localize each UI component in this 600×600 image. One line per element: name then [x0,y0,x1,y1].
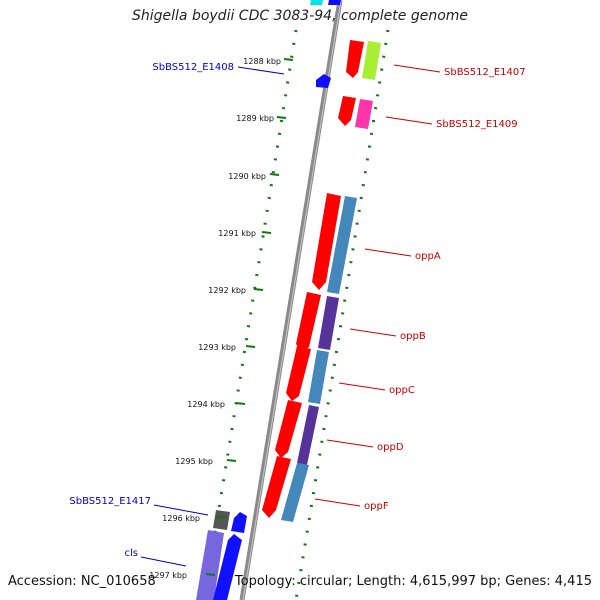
gene-purple [318,296,339,350]
gene-steelblue [308,350,329,404]
gene-lavender [196,530,224,600]
gene-label: oppA [415,251,441,262]
gene-steelblue [281,463,309,522]
gene-label: oppD [377,442,404,453]
gene-purple [297,405,319,465]
gene-label: oppF [364,501,389,512]
forward-genes [262,40,364,518]
gene-arrow-blue [231,512,247,533]
axis-tick-label: 1294 kbp [187,400,225,409]
axis-tick-mark [205,573,216,576]
map-title: Shigella boydii CDC 3083-94, complete ge… [131,8,469,24]
axis-tick-mark [269,173,280,176]
axis-tick-label: 1297 kbp [149,571,187,580]
gene-label: SbBS512_E1407 [444,67,526,78]
axis-tick-mark [235,402,246,405]
axis-tick-label: 1296 kbp [162,514,200,523]
gene-label: cls [125,548,139,559]
gene-partial-cyan [310,0,323,5]
axis-tick-label: 1295 kbp [175,457,213,466]
axis-tick-label: 1291 kbp [218,229,256,238]
gene-steelblue [327,196,357,294]
gene-label-connector [140,556,187,567]
gene-label-connector [338,382,386,391]
axis-tick-label: 1293 kbp [198,343,236,352]
gene-label: SbBS512_E1417 [69,496,151,507]
gene-label-connector [237,66,285,75]
gene-gray [213,510,230,530]
axis-tick-label: 1288 kbp [243,57,281,66]
axis-tick-label: 1290 kbp [228,172,266,181]
gene-arrow [262,456,291,518]
axis-tick-label: 1289 kbp [236,114,274,123]
gene-arrow [275,400,302,458]
gene-lime [362,41,381,80]
gene-label-connector [385,116,433,125]
gene-arrow [312,193,341,290]
axis-ticks: 1288 kbp 1289 kbp 1290 kbp 1291 kbp 1292 kbp… [149,57,294,580]
gene-arrow [346,40,364,78]
gene-label-connector [326,439,374,448]
gene-label-connector [153,504,209,516]
gene-labels: SbBS512_E1407 SbBS512_E1409 oppA oppB oppC op… [69,62,526,567]
gene-label-connector [349,328,397,337]
gene-arrow-blue [213,534,242,600]
accession-text: Accession: NC_010658 [8,574,156,589]
axis-tick-mark [245,345,256,348]
axis-tick-mark [261,231,272,234]
gene-label-connector [314,498,361,507]
gene-label-connector [393,64,441,73]
gene-arrow [286,346,311,401]
gene-arrow-blue [316,74,331,88]
gene-partial-blue [328,0,341,5]
gene-label: SbBS512_E1408 [152,62,234,73]
gene-label: SbBS512_E1409 [436,119,518,130]
axis-tick-mark [253,288,264,291]
gene-label-connector [364,248,412,257]
axis-tick-mark [226,459,237,462]
topology-text: Topology: circular; Length: 4,615,997 bp… [234,574,592,589]
gene-arrow [296,292,321,352]
axis-tick-mark [276,116,287,119]
axis-tick-mark [283,58,294,61]
axis-tick-mark [215,516,226,519]
gene-label: oppB [400,331,426,342]
axis-tick-label: 1292 kbp [208,286,246,295]
gene-label: oppC [389,385,415,396]
gene-arrow [338,96,356,126]
gene-magenta [355,99,373,129]
